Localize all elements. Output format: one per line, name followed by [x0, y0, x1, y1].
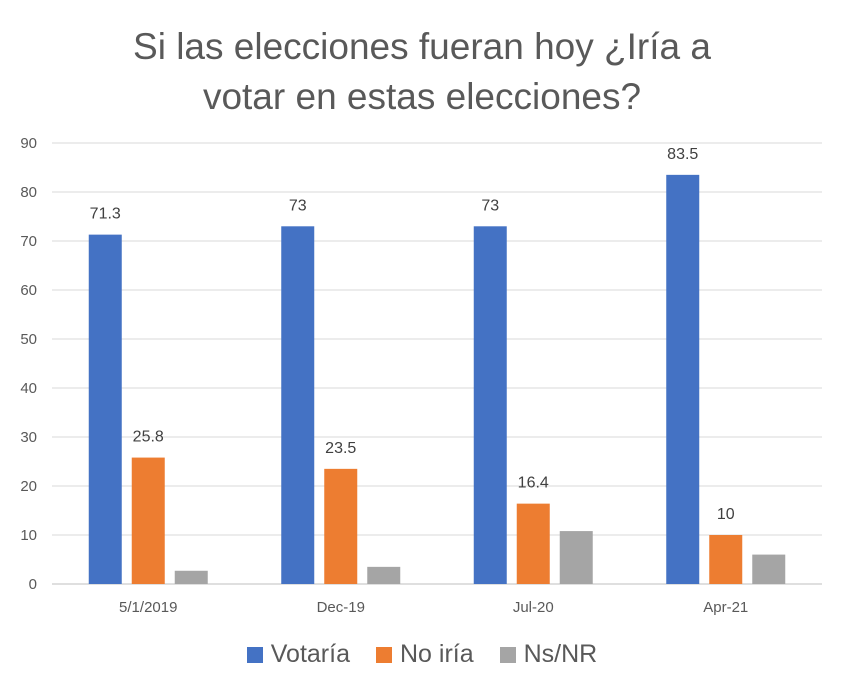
bar — [666, 174, 700, 584]
bar — [131, 457, 165, 584]
legend-swatch-no-iria — [375, 646, 392, 663]
legend-label-no-iria: No iría — [399, 640, 474, 668]
data-label: 23.5 — [325, 440, 356, 457]
y-tick-label: 30 — [20, 429, 37, 446]
y-tick-label: 60 — [20, 282, 37, 299]
bar — [367, 566, 401, 584]
bar — [281, 226, 315, 585]
legend-item-no-iria: No iría — [375, 640, 474, 669]
bar — [516, 503, 550, 584]
y-tick-label: 40 — [20, 380, 37, 397]
legend-item-ns-nr: Ns/NR — [499, 640, 598, 669]
x-tick-label: 5/1/2019 — [119, 599, 177, 616]
legend-swatch-votaria — [246, 646, 263, 663]
data-label: 83.5 — [667, 146, 698, 163]
bar — [88, 234, 122, 584]
bar — [324, 468, 358, 584]
legend-swatch-ns-nr — [499, 646, 516, 663]
data-label: 73 — [481, 197, 499, 214]
data-label: 10 — [717, 506, 735, 523]
y-tick-label: 50 — [20, 331, 37, 348]
y-tick-label: 70 — [20, 233, 37, 250]
data-label: 25.8 — [133, 429, 164, 446]
legend-item-votaria: Votaría — [246, 640, 350, 669]
y-tick-label: 0 — [29, 576, 37, 593]
x-tick-label: Apr-21 — [703, 599, 748, 616]
legend-label-votaria: Votaría — [270, 640, 350, 668]
y-tick-label: 10 — [20, 527, 37, 544]
data-label: 71.3 — [90, 206, 121, 223]
bar — [473, 226, 507, 585]
chart-title-line-1: Si las elecciones fueran hoy ¿Iría a — [133, 26, 711, 67]
data-label: 73 — [289, 197, 307, 214]
y-tick-label: 80 — [20, 184, 37, 201]
chart-title-line-2: votar en estas elecciones? — [202, 76, 642, 117]
x-tick-label: Jul-20 — [513, 599, 554, 616]
y-tick-label: 90 — [20, 135, 37, 152]
legend: Votaría No iría Ns/NR — [0, 640, 844, 669]
chart-title: Si las elecciones fueran hoy ¿Iría a vot… — [0, 22, 844, 122]
bar-chart: 0 10 20 30 40 50 60 70 80 90 71.3 25.8 5/1/2019 73 23.… — [20, 135, 822, 616]
legend-label-ns-nr: Ns/NR — [523, 640, 598, 668]
bar — [752, 554, 786, 584]
x-tick-label: Dec-19 — [317, 599, 365, 616]
bar — [174, 570, 208, 584]
data-label: 16.4 — [518, 475, 549, 492]
bar — [559, 531, 593, 584]
y-tick-label: 20 — [20, 478, 37, 495]
bar — [709, 535, 743, 584]
